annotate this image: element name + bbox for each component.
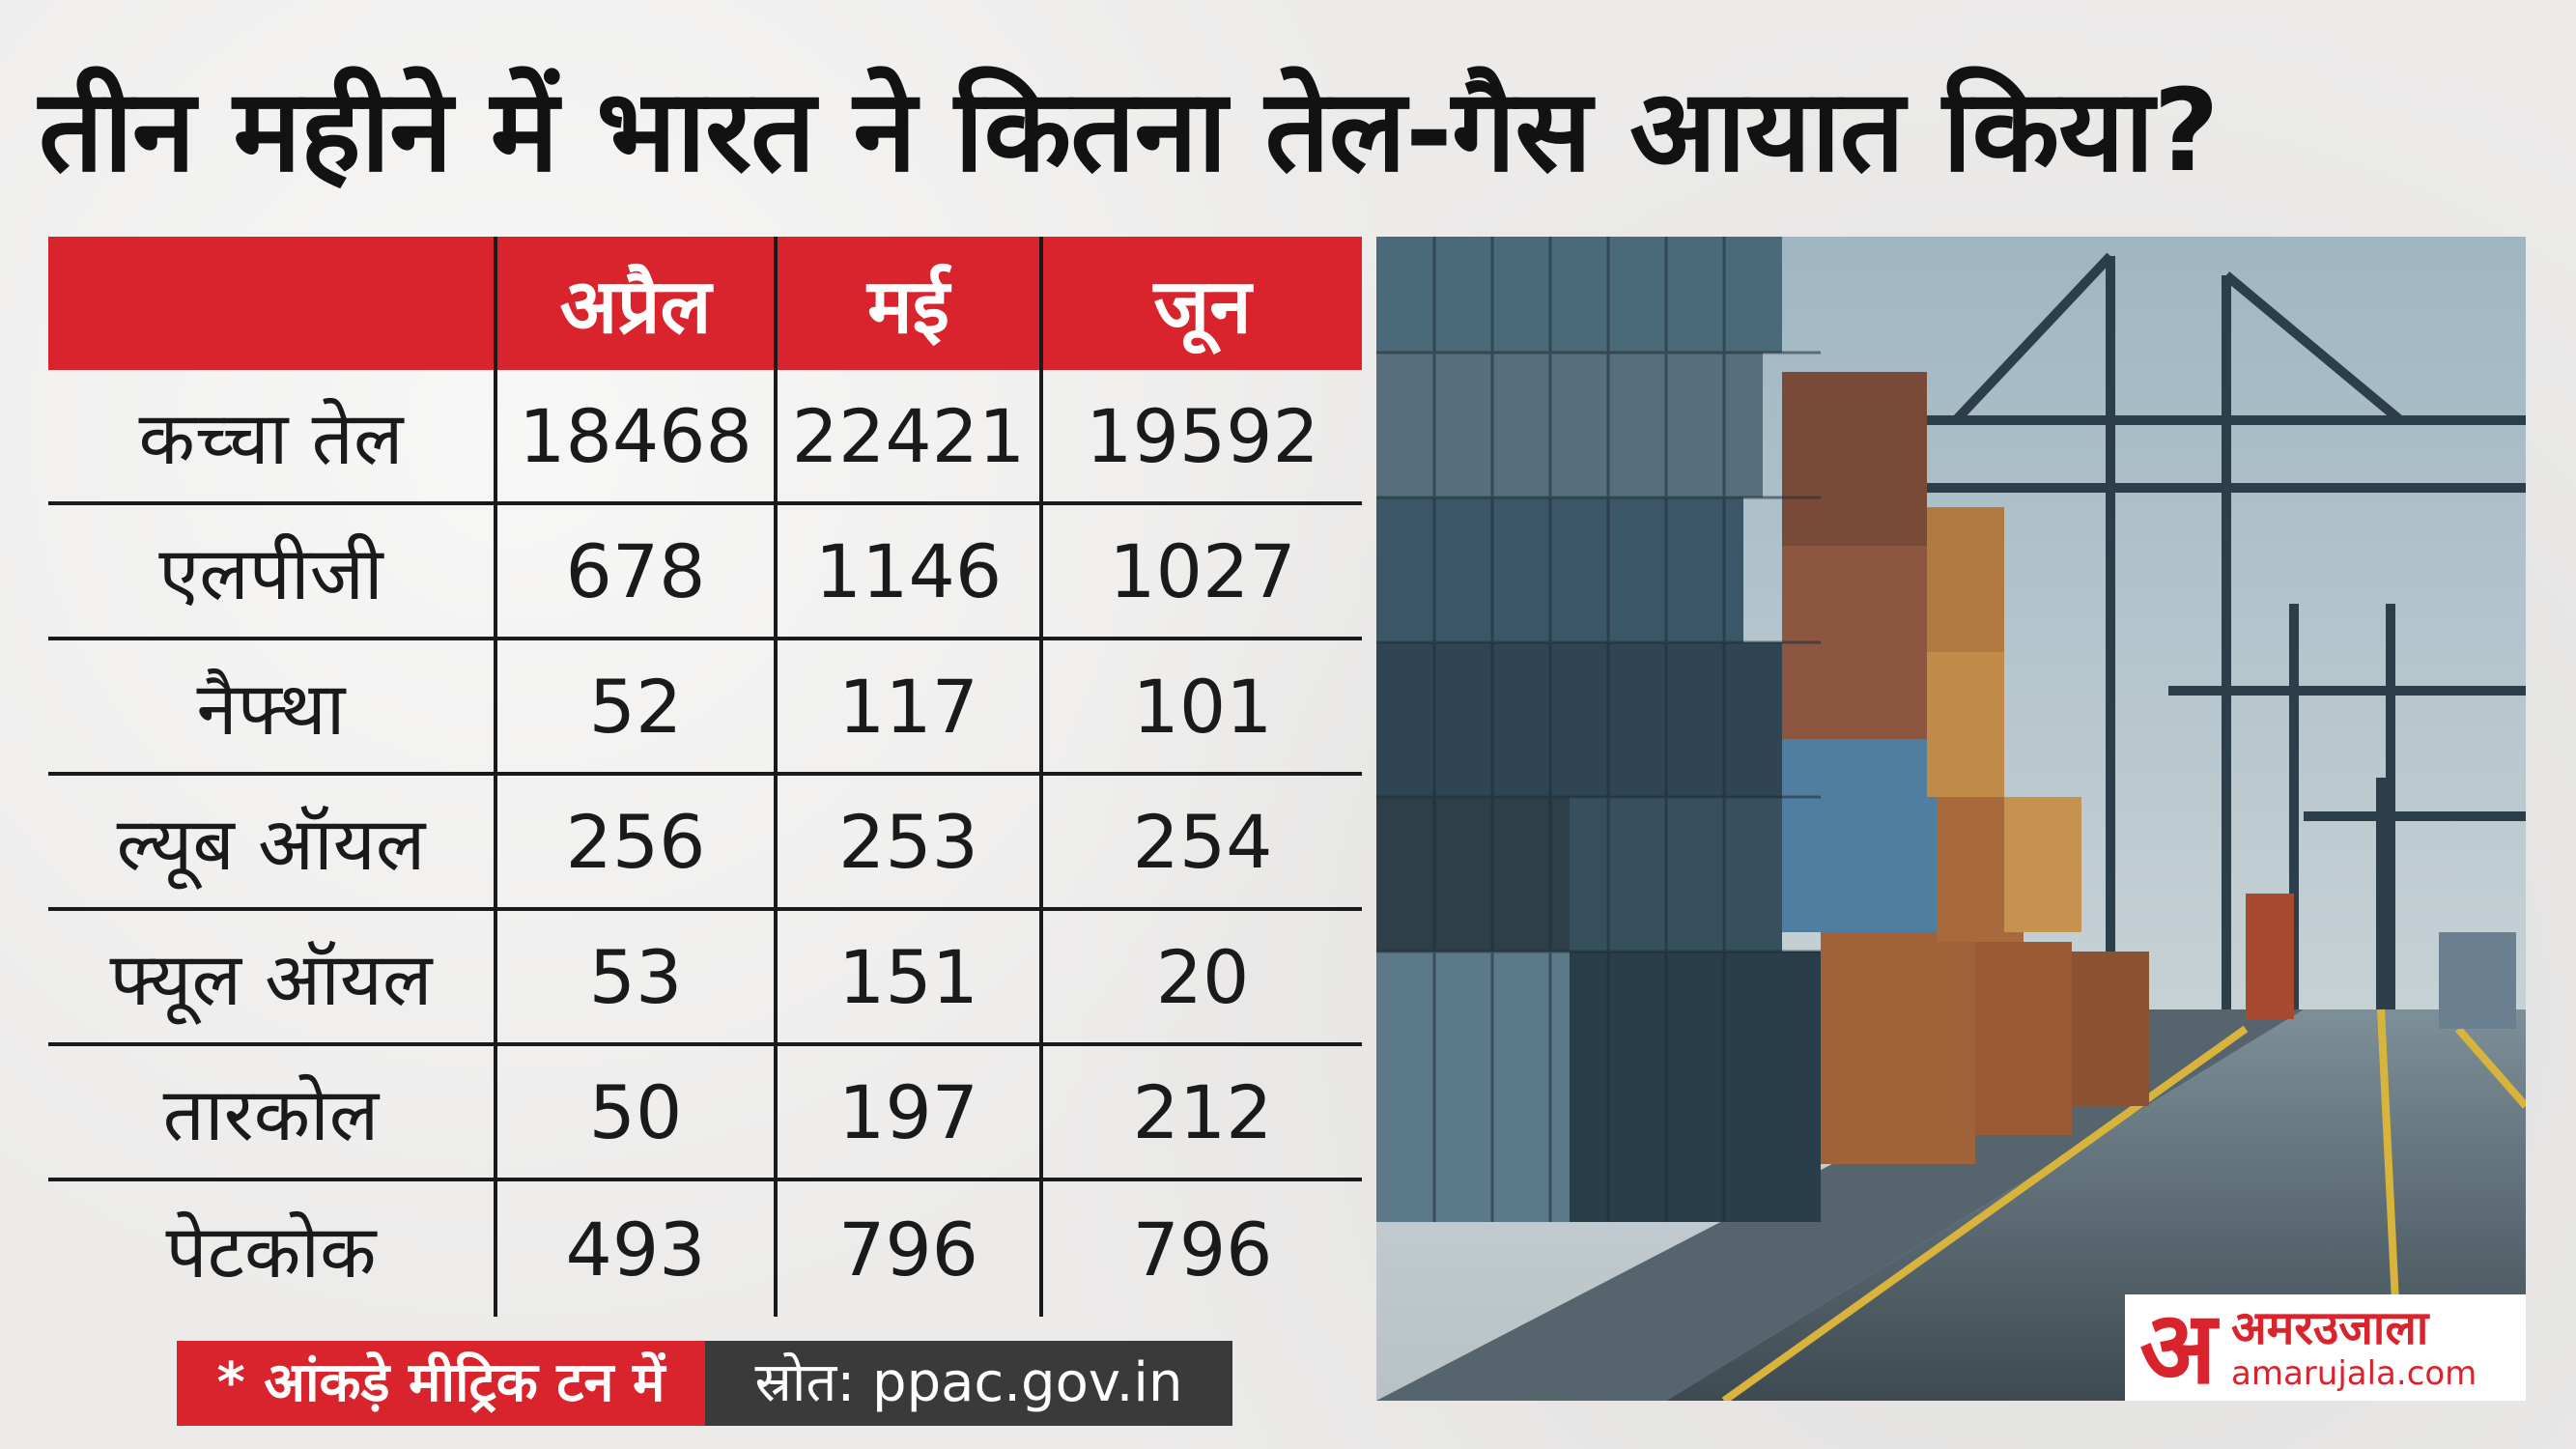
row-value-april: 50 [497,1046,778,1178]
row-value-april: 53 [497,911,778,1042]
row-value-may: 796 [778,1181,1043,1317]
port-containers-photo [1376,237,2526,1401]
header-cell-june: जून [1153,264,1252,351]
row-value-june: 254 [1132,798,1273,885]
table-row: नैफ्था 52 117 101 [48,640,1362,776]
table-row: फ्यूल ऑयल 53 151 20 [48,911,1362,1046]
table-row: तारकोल 50 197 212 [48,1046,1362,1181]
row-value-april: 18468 [497,370,778,501]
table-row: पेटकोक 493 796 796 [48,1181,1362,1317]
row-value-june: 20 [1155,933,1250,1020]
row-value-may: 151 [778,911,1043,1042]
row-label: नैफ्था [48,640,497,772]
row-value-june: 212 [1132,1068,1273,1155]
row-value-may: 22421 [778,370,1043,501]
row-value-may: 197 [778,1046,1043,1178]
header-cell-blank [48,237,497,370]
header-cell-april: अप्रैल [497,237,778,370]
row-value-april: 256 [497,776,778,907]
table-row: कच्चा तेल 18468 22421 19592 [48,370,1362,505]
row-label: ल्यूब ऑयल [48,776,497,907]
row-value-june: 101 [1132,663,1273,750]
header-cell-may: मई [778,237,1043,370]
table-row: एलपीजी 678 1146 1027 [48,505,1362,640]
row-label: तारकोल [48,1046,497,1178]
row-label: कच्चा तेल [48,370,497,501]
logo-url: amarujala.com [2231,1354,2477,1393]
logo-name: अमरउजाला [2231,1301,2429,1355]
row-value-april: 678 [497,505,778,637]
row-value-may: 117 [778,640,1043,772]
row-value-may: 253 [778,776,1043,907]
logo-mark: अ [2139,1289,2217,1406]
table-header-row: अप्रैल मई जून [48,237,1362,370]
source-note: स्रोत: ppac.gov.in [705,1341,1232,1426]
row-label: पेटकोक [48,1181,497,1317]
row-value-april: 52 [497,640,778,772]
table-row: ल्यूब ऑयल 256 253 254 [48,776,1362,911]
units-footnote: * आंकड़े मीट्रिक टन में [177,1341,705,1426]
import-table: अप्रैल मई जून कच्चा तेल 18468 22421 1959… [48,237,1362,1317]
page-title: तीन महीने में भारत ने कितना तेल-गैस आयात… [39,64,2220,197]
logo-text: अमरउजाला amarujala.com [2231,1302,2477,1393]
row-value-may: 1146 [778,505,1043,637]
row-value-april: 493 [497,1181,778,1317]
amarujala-logo: अ अमरउजाला amarujala.com [2125,1294,2526,1401]
row-label: फ्यूल ऑयल [48,911,497,1042]
row-value-june: 19592 [1086,392,1319,479]
row-value-june: 1027 [1109,527,1296,614]
row-label: एलपीजी [48,505,497,637]
row-value-june: 796 [1132,1206,1273,1293]
